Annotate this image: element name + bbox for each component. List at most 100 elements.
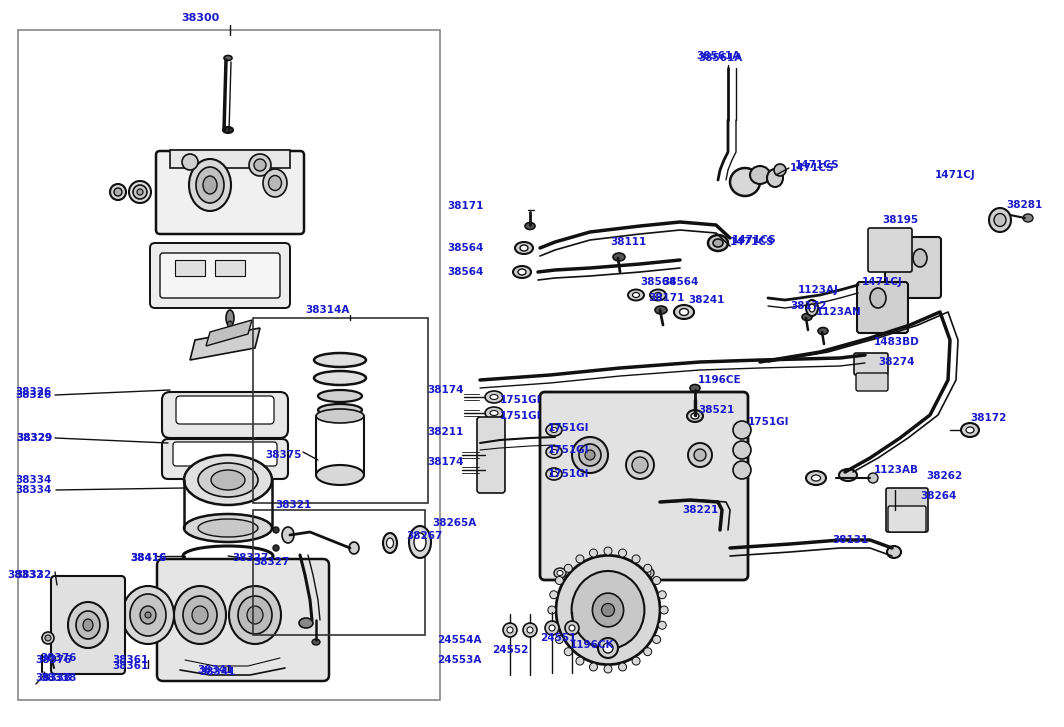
Ellipse shape: [546, 446, 562, 458]
Ellipse shape: [318, 404, 362, 416]
Polygon shape: [206, 320, 252, 346]
FancyBboxPatch shape: [176, 396, 275, 424]
Ellipse shape: [133, 185, 147, 199]
Ellipse shape: [386, 538, 394, 548]
Text: 38264: 38264: [920, 491, 957, 501]
Ellipse shape: [601, 603, 615, 616]
Ellipse shape: [767, 169, 783, 187]
Ellipse shape: [247, 606, 263, 624]
Ellipse shape: [652, 635, 661, 643]
Text: 1471CS: 1471CS: [732, 235, 777, 245]
Ellipse shape: [225, 55, 232, 60]
Ellipse shape: [485, 449, 503, 461]
Ellipse shape: [485, 464, 503, 476]
Bar: [18, 30, 440, 700]
Text: 38195: 38195: [882, 215, 918, 225]
Ellipse shape: [654, 292, 662, 297]
Ellipse shape: [733, 441, 751, 459]
Text: 38332: 38332: [16, 570, 52, 580]
Ellipse shape: [548, 606, 555, 614]
Ellipse shape: [601, 571, 606, 576]
Text: 38561A: 38561A: [698, 53, 742, 63]
Ellipse shape: [593, 593, 624, 627]
Ellipse shape: [713, 239, 724, 247]
Ellipse shape: [184, 455, 272, 505]
Ellipse shape: [114, 188, 122, 196]
Ellipse shape: [674, 305, 694, 319]
Text: 38341: 38341: [200, 667, 236, 677]
Ellipse shape: [644, 564, 652, 572]
Ellipse shape: [572, 437, 608, 473]
Text: 1471CS: 1471CS: [730, 237, 775, 247]
FancyBboxPatch shape: [150, 243, 290, 308]
Ellipse shape: [691, 413, 699, 419]
Ellipse shape: [645, 571, 651, 576]
Ellipse shape: [546, 468, 562, 480]
Text: 1471CS: 1471CS: [789, 163, 834, 173]
Ellipse shape: [41, 632, 54, 644]
Text: 24551: 24551: [539, 633, 577, 643]
Ellipse shape: [550, 427, 558, 433]
Ellipse shape: [83, 619, 93, 631]
Text: 38338: 38338: [35, 673, 71, 683]
Ellipse shape: [249, 154, 271, 176]
Ellipse shape: [624, 571, 629, 576]
Ellipse shape: [620, 568, 632, 578]
Ellipse shape: [263, 169, 287, 197]
FancyBboxPatch shape: [888, 506, 926, 532]
Text: 1751GI: 1751GI: [548, 423, 589, 433]
Ellipse shape: [887, 546, 901, 558]
Text: 38329: 38329: [16, 433, 52, 443]
Ellipse shape: [525, 222, 535, 230]
Ellipse shape: [110, 184, 126, 200]
Ellipse shape: [316, 409, 364, 423]
Text: 38327: 38327: [232, 553, 268, 563]
Text: 38267: 38267: [406, 531, 443, 541]
Text: 38171: 38171: [648, 293, 684, 303]
Ellipse shape: [196, 167, 225, 203]
FancyBboxPatch shape: [541, 392, 748, 580]
Text: 38262: 38262: [926, 471, 962, 481]
Text: 38326: 38326: [16, 390, 52, 400]
Text: 38341: 38341: [197, 665, 233, 675]
Ellipse shape: [694, 449, 706, 461]
Ellipse shape: [312, 639, 320, 645]
Text: 38521: 38521: [698, 405, 734, 415]
Text: 1471CS: 1471CS: [795, 160, 839, 170]
Ellipse shape: [556, 555, 660, 664]
Ellipse shape: [571, 571, 645, 649]
Ellipse shape: [513, 266, 531, 278]
Text: 1751GI: 1751GI: [500, 411, 542, 421]
Ellipse shape: [254, 159, 266, 171]
Text: 38265A: 38265A: [432, 518, 477, 528]
Text: 38171: 38171: [448, 201, 484, 211]
Text: 38376: 38376: [35, 655, 71, 665]
Ellipse shape: [316, 465, 364, 485]
FancyBboxPatch shape: [157, 559, 329, 681]
Ellipse shape: [184, 514, 272, 542]
Ellipse shape: [549, 625, 555, 631]
Ellipse shape: [618, 549, 627, 557]
Ellipse shape: [708, 235, 728, 251]
Text: 38326: 38326: [16, 387, 52, 397]
Ellipse shape: [680, 308, 688, 316]
Ellipse shape: [527, 627, 533, 633]
Text: 38327: 38327: [253, 557, 289, 567]
Ellipse shape: [598, 568, 610, 578]
Ellipse shape: [229, 586, 281, 644]
Ellipse shape: [774, 164, 786, 176]
Ellipse shape: [642, 568, 654, 578]
Ellipse shape: [550, 472, 558, 476]
Ellipse shape: [564, 564, 572, 572]
Ellipse shape: [626, 451, 654, 479]
Text: 1196CK: 1196CK: [569, 640, 614, 650]
Text: 38334: 38334: [16, 475, 52, 485]
Text: 24552: 24552: [492, 645, 528, 655]
FancyBboxPatch shape: [886, 488, 928, 532]
Text: 38221: 38221: [682, 505, 718, 515]
Ellipse shape: [518, 269, 526, 275]
Ellipse shape: [192, 606, 207, 624]
Text: 38172: 38172: [970, 413, 1007, 423]
Ellipse shape: [1023, 214, 1033, 222]
Text: 38174: 38174: [428, 457, 464, 467]
